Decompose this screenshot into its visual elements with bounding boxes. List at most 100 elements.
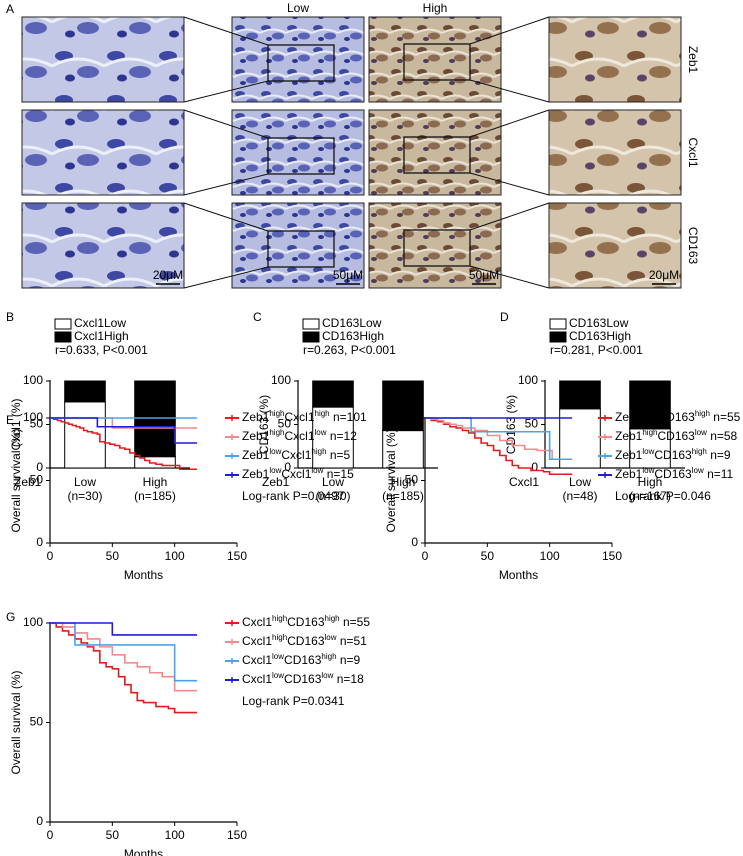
panel-label: E — [6, 413, 14, 427]
category-note: (n=30) — [67, 489, 102, 503]
zoom-box — [267, 137, 335, 175]
y-tick-label: 100 — [518, 373, 538, 387]
legend-label: CD163High — [569, 329, 631, 343]
legend-label-part: high — [272, 633, 287, 642]
legend-label-part: Cxcl1 — [242, 672, 272, 686]
x-tick-label: 100 — [165, 828, 185, 842]
y-axis-label: Overall survival (%) — [384, 428, 398, 532]
legend-label-part: CD163 — [284, 672, 322, 686]
zoom-line — [469, 16, 550, 45]
survival-curve — [50, 622, 198, 682]
y-tick-label: 0 — [284, 460, 291, 474]
micrograph — [368, 109, 502, 196]
legend-label: Cxcl1Low — [74, 316, 126, 330]
zoom-box — [267, 230, 335, 268]
scale-bar-label: 50μM — [333, 268, 363, 282]
legend-label: Zeb1lowCD163low n=11 — [615, 466, 734, 482]
x-tick-label: Low — [569, 475, 591, 489]
group-label: Cxcl1 — [509, 475, 539, 489]
annotation: Log-rank P=0.046 — [615, 489, 711, 503]
group-label: Zeb1 — [262, 475, 290, 489]
annotation: r=0.263, P<0.001 — [303, 343, 396, 357]
zoom-line — [183, 202, 269, 232]
micrograph — [368, 202, 502, 289]
y-axis-label: Overall survival (%) — [9, 670, 23, 774]
y-tick-label: 0 — [531, 460, 538, 474]
micrograph — [21, 109, 185, 196]
legend-label-part: n=5 — [327, 448, 351, 462]
survival-curve — [50, 622, 198, 714]
y-axis-label: CD163 (%) — [504, 395, 518, 454]
legend-label-part: Zeb1 — [242, 467, 270, 481]
x-tick-label: Low — [74, 475, 96, 489]
micrograph — [21, 16, 185, 103]
zoom-line — [469, 172, 550, 196]
panel-label: F — [402, 413, 409, 427]
column-label: Low — [287, 1, 309, 15]
legend-label: CD163Low — [322, 316, 382, 330]
zoom-line — [469, 265, 550, 289]
row-label: CD163 — [686, 227, 700, 265]
scale-bar-label: 50μM — [469, 268, 499, 282]
legend-label-part: low — [311, 466, 323, 475]
x-tick-label: High — [143, 475, 168, 489]
y-tick-label: 50 — [278, 417, 292, 431]
zoom-line — [183, 266, 269, 289]
legend-label-part: low — [321, 671, 333, 680]
legend-swatch — [549, 331, 567, 343]
y-tick-label: 100 — [23, 373, 43, 387]
legend-label-part: low — [269, 466, 281, 475]
panel-label: C — [253, 310, 262, 324]
legend-label-part: Zeb1 — [242, 448, 270, 462]
legend-label-part: high — [315, 409, 330, 418]
x-tick-label: 50 — [106, 549, 120, 563]
y-tick-label: 0 — [36, 535, 43, 549]
legend-label: Cxcl1lowCD163low n=18 — [242, 671, 364, 687]
x-axis-label: Months — [124, 847, 163, 856]
survival-curve — [50, 622, 198, 636]
survival-curve — [50, 417, 198, 471]
category-note: (n=167) — [629, 489, 671, 503]
row-label: Zeb1 — [686, 46, 700, 74]
x-tick-label: High — [391, 475, 416, 489]
legend-label: Zeb1lowCD163high n=9 — [615, 447, 731, 463]
micrograph — [21, 202, 185, 289]
x-tick-label: 50 — [106, 828, 120, 842]
legend-label-part: CD163 — [654, 467, 692, 481]
zoom-box — [403, 229, 471, 267]
legend-swatch — [302, 318, 320, 330]
legend-label-part: CD163 — [284, 653, 322, 667]
legend-label-part: low — [642, 466, 654, 475]
legend-label-part: Zeb1 — [615, 448, 643, 462]
legend-label: CD163High — [322, 329, 384, 343]
category-note: (n=48) — [562, 489, 597, 503]
panel-label: B — [6, 310, 14, 324]
y-axis-label: Overall survival (%) — [9, 428, 23, 532]
legend-label: Zeb1lowCxcl1high n=5 — [242, 447, 351, 463]
legend-label-part: n=51 — [337, 634, 368, 648]
y-tick-label: 0 — [411, 535, 418, 549]
bar-segment — [382, 380, 424, 432]
x-axis-label: Months — [499, 568, 538, 582]
zoom-box — [267, 44, 335, 82]
y-tick-label: 100 — [23, 615, 43, 629]
legend-label: Cxcl1highCD163low n=51 — [242, 633, 367, 649]
legend-label-part: Zeb1 — [615, 467, 643, 481]
micrograph — [231, 16, 365, 103]
y-axis-label: CD163 (%) — [257, 395, 271, 454]
scale-bar-label: 20μM — [153, 268, 183, 282]
bar-segment — [629, 380, 671, 430]
group-label: Zeb1 — [14, 475, 42, 489]
zoom-line — [469, 79, 550, 103]
legend-label-part: n=9 — [707, 448, 731, 462]
x-tick-label: 100 — [165, 549, 185, 563]
legend-label-part: Zeb1 — [615, 429, 643, 443]
y-tick-label: 50 — [30, 715, 44, 729]
x-axis-label: Months — [124, 568, 163, 582]
x-tick-label: 150 — [227, 549, 247, 563]
legend-swatch — [54, 318, 72, 330]
bar-segment — [559, 380, 601, 410]
micrograph — [231, 109, 365, 196]
